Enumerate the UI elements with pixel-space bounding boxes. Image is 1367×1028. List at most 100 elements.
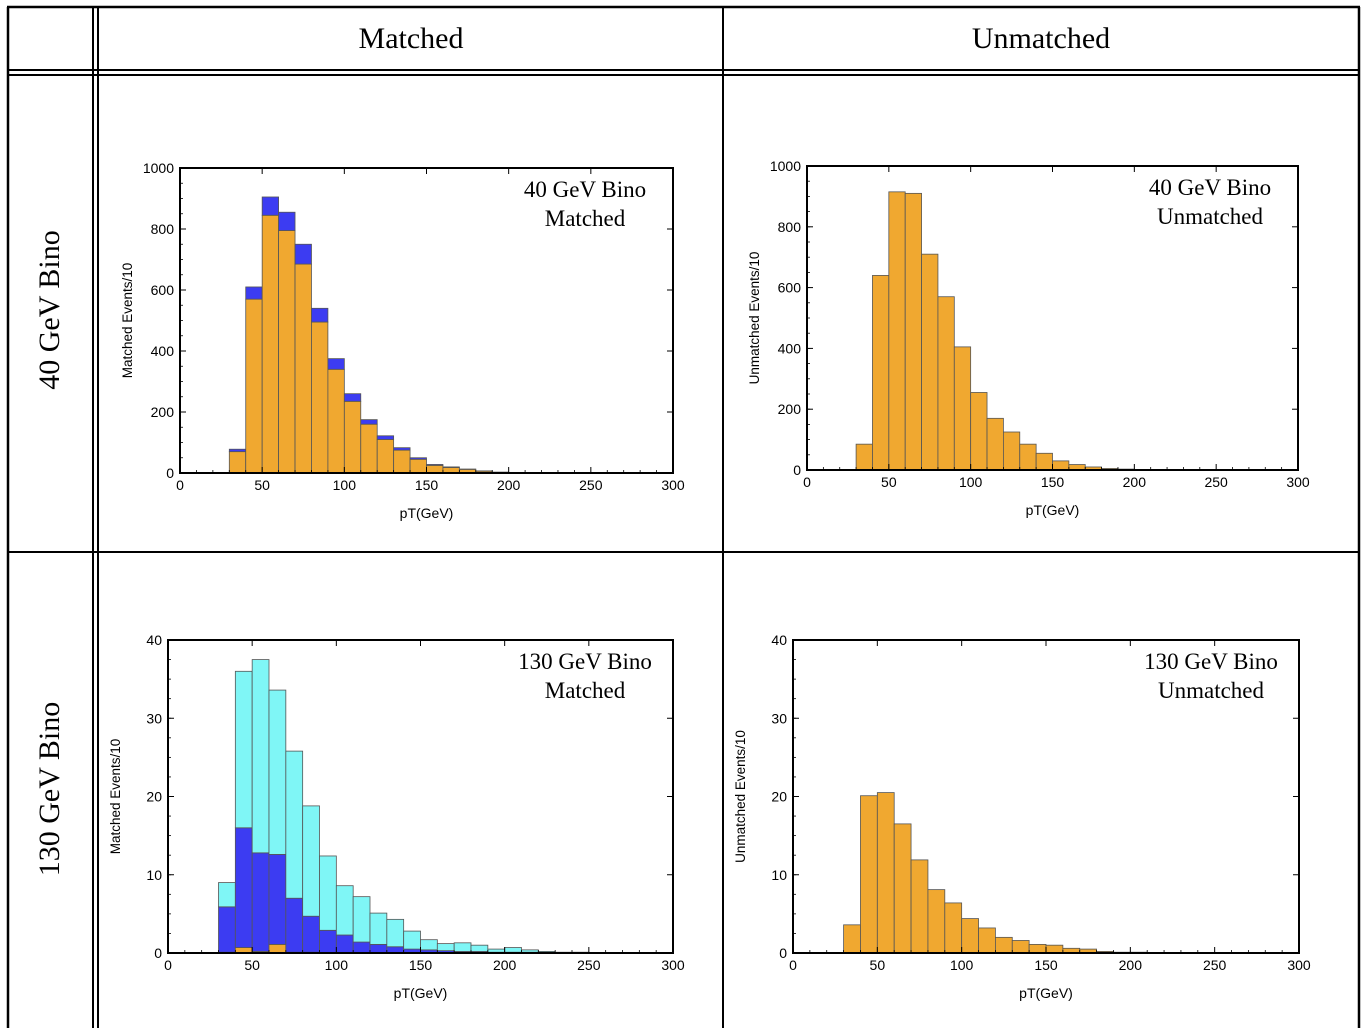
row-header-130gev: 130 GeV Bino <box>33 701 66 877</box>
histogram-bar <box>327 358 345 370</box>
histogram-bar <box>369 912 388 945</box>
histogram-bar <box>268 854 287 945</box>
x-tick-label: 50 <box>881 474 897 490</box>
row-header-40gev: 40 GeV Bino <box>33 230 66 390</box>
x-tick-label: 200 <box>497 477 521 493</box>
histogram-bar <box>251 852 270 952</box>
histogram-bar <box>335 885 354 936</box>
histogram-bar <box>360 423 378 474</box>
histogram-bar <box>470 944 489 952</box>
histogram-bar <box>352 896 371 943</box>
histogram-bar <box>860 795 878 954</box>
histogram-bar <box>426 464 444 466</box>
x-tick-label: 250 <box>1204 474 1228 490</box>
y-tick-label: 10 <box>771 867 787 883</box>
histogram-bar <box>302 915 320 953</box>
x-tick-label: 100 <box>950 957 974 973</box>
histogram-bar <box>504 947 522 953</box>
histogram-bar <box>843 924 861 954</box>
histogram-bar <box>245 286 263 300</box>
chart-annotation: Unmatched <box>1158 678 1265 703</box>
x-axis-label: pT(GeV) <box>400 505 454 521</box>
histogram-bar <box>311 321 329 474</box>
histogram-bar <box>855 443 873 471</box>
histogram-40gev-unmatched: 0 50 100 150 200 250 300 0 200 400 600 800 1000 pT(Ge… <box>747 158 1310 518</box>
histogram-bar <box>521 949 539 953</box>
histogram-bar <box>953 346 972 471</box>
x-tick-label: 100 <box>325 957 349 973</box>
histogram-bar <box>1011 940 1030 954</box>
histogram-130gev-matched: 0 50 100 150 200 250 300 0 10 20 30 40 pT(GeV) Matche… <box>108 632 685 1001</box>
histogram-bar <box>352 941 371 954</box>
bars <box>843 792 1148 954</box>
y-axis-label: Unmatched Events/10 <box>747 252 762 385</box>
histogram-bar <box>234 670 253 829</box>
histogram-bar <box>409 457 427 460</box>
x-tick-label: 300 <box>661 957 685 973</box>
histogram-bar <box>228 451 247 474</box>
histogram-bar <box>234 827 253 948</box>
y-tick-label: 800 <box>778 219 802 235</box>
y-tick-label: 1000 <box>770 158 801 174</box>
x-tick-label: 200 <box>1119 957 1143 973</box>
y-tick-label: 20 <box>146 789 162 805</box>
histogram-130gev-unmatched: 0 50 100 150 200 250 300 0 10 20 30 40 pT(GeV) Unmatc… <box>735 632 1311 1001</box>
histogram-bar <box>1052 460 1070 471</box>
y-tick-label: 600 <box>778 280 802 296</box>
histogram-bar <box>335 934 354 954</box>
histogram-bar <box>327 368 345 474</box>
histogram-bar <box>311 307 329 323</box>
histogram-bar <box>1035 452 1053 471</box>
x-tick-label: 200 <box>493 957 517 973</box>
histogram-bar <box>268 943 287 954</box>
histogram-bar <box>285 897 304 953</box>
histogram-bar <box>393 447 411 451</box>
histogram-bar <box>369 943 388 954</box>
histogram-bar <box>261 196 280 216</box>
histogram-bar <box>302 805 320 917</box>
histogram-bar <box>319 929 337 954</box>
x-axis-label: pT(GeV) <box>1019 985 1073 1001</box>
y-tick-label: 400 <box>778 340 802 356</box>
y-tick-label: 200 <box>778 401 802 417</box>
chart-annotation: 40 GeV Bino <box>1149 175 1271 200</box>
histogram-bar <box>872 275 890 471</box>
x-tick-label: 300 <box>661 477 685 493</box>
y-tick-label: 30 <box>771 710 787 726</box>
histogram-bar <box>1002 431 1021 471</box>
histogram-bar <box>994 936 1013 954</box>
histogram-bar <box>904 192 922 471</box>
chart-annotation: Matched <box>545 678 626 703</box>
x-tick-label: 50 <box>254 477 270 493</box>
histogram-bar <box>937 296 955 471</box>
y-tick-label: 30 <box>146 710 162 726</box>
histogram-bar <box>927 889 946 954</box>
histogram-bar <box>888 191 906 471</box>
histogram-bar <box>487 948 506 953</box>
y-tick-label: 0 <box>793 462 801 478</box>
histogram-bar <box>218 882 236 908</box>
bars <box>228 196 542 474</box>
histogram-bar <box>1019 443 1037 471</box>
histogram-bar <box>278 230 296 474</box>
y-tick-label: 10 <box>146 867 162 883</box>
histogram-bar <box>442 466 460 468</box>
histogram-bar <box>910 859 929 954</box>
histogram-bar <box>1028 943 1047 954</box>
histogram-bar <box>393 449 411 474</box>
histogram-bar <box>218 906 236 953</box>
chart-annotation: 40 GeV Bino <box>524 177 646 202</box>
x-tick-label: 250 <box>1203 957 1227 973</box>
x-tick-label: 250 <box>577 957 601 973</box>
y-tick-label: 0 <box>154 945 162 961</box>
y-tick-label: 0 <box>779 945 787 961</box>
chart-annotation: Matched <box>545 206 626 231</box>
histogram-bar <box>386 918 405 948</box>
x-tick-label: 150 <box>1034 957 1058 973</box>
histogram-bar <box>986 417 1004 471</box>
y-tick-label: 800 <box>151 221 175 237</box>
histogram-bar <box>294 263 312 474</box>
histogram-bar <box>893 823 912 954</box>
bars <box>218 659 590 954</box>
y-tick-label: 20 <box>771 789 787 805</box>
